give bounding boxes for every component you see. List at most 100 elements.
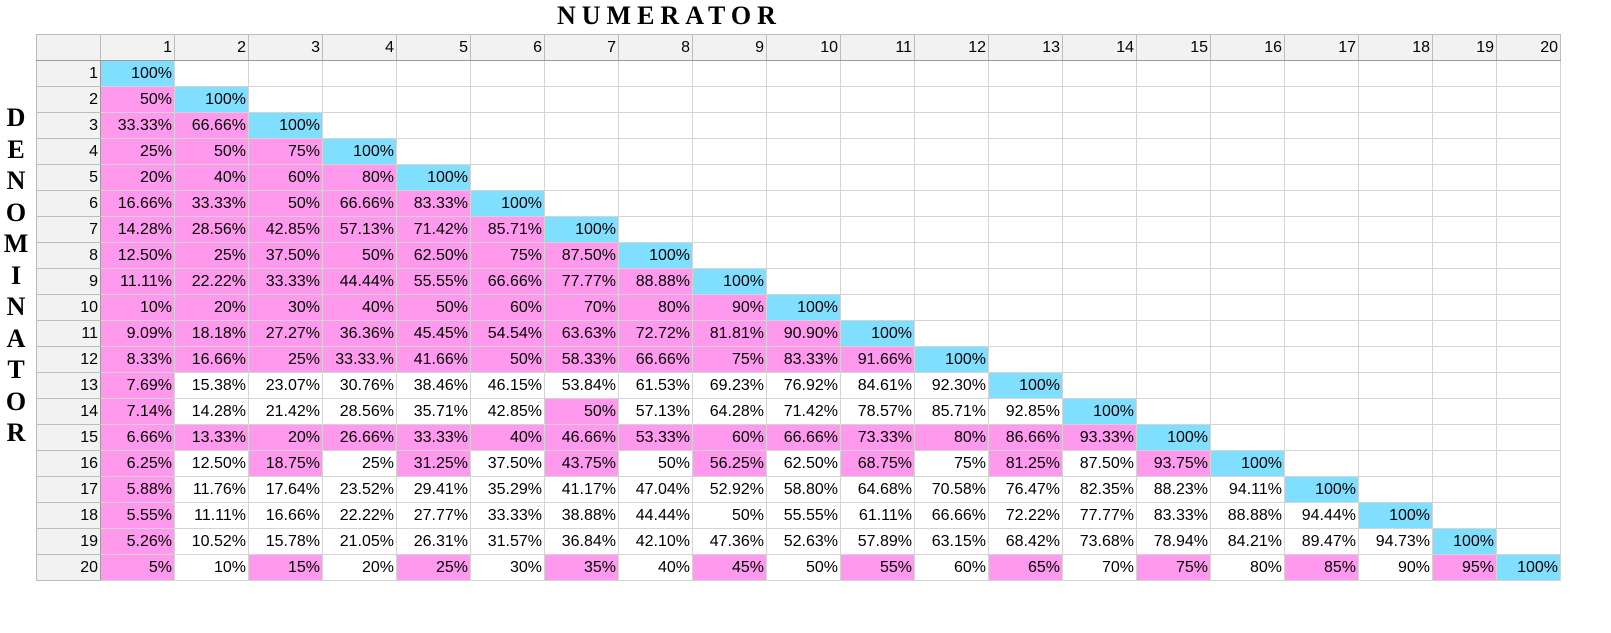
table-cell[interactable] — [840, 60, 915, 87]
table-cell[interactable] — [914, 294, 989, 321]
table-cell[interactable]: 47.04% — [618, 476, 693, 503]
table-cell[interactable]: 100% — [914, 346, 989, 373]
row-header[interactable]: 12 — [36, 346, 101, 373]
table-cell[interactable] — [618, 164, 693, 191]
table-cell[interactable]: 25% — [396, 554, 471, 581]
table-cell[interactable]: 65% — [988, 554, 1063, 581]
table-cell[interactable]: 62.50% — [396, 242, 471, 269]
table-cell[interactable] — [1432, 190, 1497, 217]
table-cell[interactable]: 14.28% — [100, 216, 175, 243]
table-cell[interactable] — [1496, 476, 1561, 503]
table-cell[interactable] — [470, 112, 545, 139]
table-cell[interactable]: 37.50% — [470, 450, 545, 477]
table-cell[interactable]: 90% — [692, 294, 767, 321]
table-cell[interactable]: 55.55% — [396, 268, 471, 295]
table-cell[interactable]: 66.66% — [618, 346, 693, 373]
table-cell[interactable]: 68.42% — [988, 528, 1063, 555]
table-cell[interactable] — [544, 138, 619, 165]
table-cell[interactable]: 66.66% — [470, 268, 545, 295]
table-cell[interactable]: 5.55% — [100, 502, 175, 529]
table-cell[interactable]: 63.63% — [544, 320, 619, 347]
row-header[interactable]: 14 — [36, 398, 101, 425]
table-cell[interactable]: 15% — [248, 554, 323, 581]
table-cell[interactable] — [1136, 138, 1211, 165]
table-cell[interactable] — [988, 346, 1063, 373]
table-cell[interactable] — [1432, 398, 1497, 425]
table-cell[interactable] — [1210, 372, 1285, 399]
table-cell[interactable]: 30% — [470, 554, 545, 581]
table-cell[interactable] — [1432, 60, 1497, 87]
table-cell[interactable]: 71.42% — [766, 398, 841, 425]
table-cell[interactable] — [1062, 112, 1137, 139]
table-cell[interactable]: 64.28% — [692, 398, 767, 425]
table-cell[interactable] — [1136, 242, 1211, 269]
table-cell[interactable]: 36.84% — [544, 528, 619, 555]
table-cell[interactable]: 10.52% — [174, 528, 249, 555]
table-cell[interactable] — [1496, 190, 1561, 217]
table-cell[interactable]: 18.18% — [174, 320, 249, 347]
table-cell[interactable] — [1210, 346, 1285, 373]
table-cell[interactable]: 50% — [100, 86, 175, 113]
row-header[interactable]: 4 — [36, 138, 101, 165]
table-cell[interactable]: 33.33% — [174, 190, 249, 217]
table-cell[interactable]: 33.33% — [248, 268, 323, 295]
row-header[interactable]: 8 — [36, 242, 101, 269]
row-header[interactable]: 5 — [36, 164, 101, 191]
table-cell[interactable] — [1358, 424, 1433, 451]
table-cell[interactable] — [1496, 164, 1561, 191]
table-cell[interactable]: 31.25% — [396, 450, 471, 477]
table-cell[interactable]: 100% — [248, 112, 323, 139]
table-cell[interactable] — [1136, 60, 1211, 87]
table-cell[interactable] — [988, 320, 1063, 347]
table-cell[interactable]: 44.44% — [322, 268, 397, 295]
table-cell[interactable] — [1432, 346, 1497, 373]
table-cell[interactable]: 100% — [1496, 554, 1561, 581]
table-cell[interactable]: 50% — [470, 346, 545, 373]
table-cell[interactable]: 100% — [1432, 528, 1497, 555]
table-cell[interactable] — [840, 164, 915, 191]
table-cell[interactable]: 78.94% — [1136, 528, 1211, 555]
table-cell[interactable] — [1358, 242, 1433, 269]
table-cell[interactable]: 40% — [470, 424, 545, 451]
table-cell[interactable]: 88.88% — [1210, 502, 1285, 529]
table-cell[interactable]: 100% — [174, 86, 249, 113]
table-cell[interactable]: 35.29% — [470, 476, 545, 503]
row-header[interactable]: 15 — [36, 424, 101, 451]
table-cell[interactable]: 55.55% — [766, 502, 841, 529]
table-cell[interactable] — [1062, 86, 1137, 113]
column-header[interactable]: 7 — [544, 34, 619, 61]
table-cell[interactable] — [248, 86, 323, 113]
table-cell[interactable] — [1062, 346, 1137, 373]
table-cell[interactable]: 16.66% — [174, 346, 249, 373]
table-cell[interactable] — [1062, 242, 1137, 269]
table-cell[interactable] — [470, 138, 545, 165]
table-cell[interactable] — [1210, 424, 1285, 451]
table-cell[interactable] — [692, 242, 767, 269]
table-cell[interactable]: 12.50% — [174, 450, 249, 477]
table-cell[interactable] — [1210, 138, 1285, 165]
table-cell[interactable] — [544, 112, 619, 139]
table-cell[interactable] — [1284, 164, 1359, 191]
table-cell[interactable]: 85% — [1284, 554, 1359, 581]
table-cell[interactable]: 43.75% — [544, 450, 619, 477]
table-cell[interactable]: 6.66% — [100, 424, 175, 451]
column-header[interactable]: 1 — [100, 34, 175, 61]
table-cell[interactable] — [396, 60, 471, 87]
table-cell[interactable]: 100% — [470, 190, 545, 217]
table-cell[interactable] — [1432, 112, 1497, 139]
table-cell[interactable] — [1136, 346, 1211, 373]
table-cell[interactable]: 82.35% — [1062, 476, 1137, 503]
table-cell[interactable] — [988, 164, 1063, 191]
table-cell[interactable] — [1496, 216, 1561, 243]
table-cell[interactable] — [988, 112, 1063, 139]
column-header[interactable]: 6 — [470, 34, 545, 61]
table-cell[interactable] — [840, 242, 915, 269]
table-cell[interactable]: 76.47% — [988, 476, 1063, 503]
row-header[interactable]: 11 — [36, 320, 101, 347]
table-cell[interactable] — [1496, 60, 1561, 87]
table-cell[interactable]: 100% — [1136, 424, 1211, 451]
row-header[interactable]: 13 — [36, 372, 101, 399]
table-cell[interactable]: 76.92% — [766, 372, 841, 399]
table-cell[interactable] — [692, 164, 767, 191]
column-header[interactable]: 2 — [174, 34, 249, 61]
